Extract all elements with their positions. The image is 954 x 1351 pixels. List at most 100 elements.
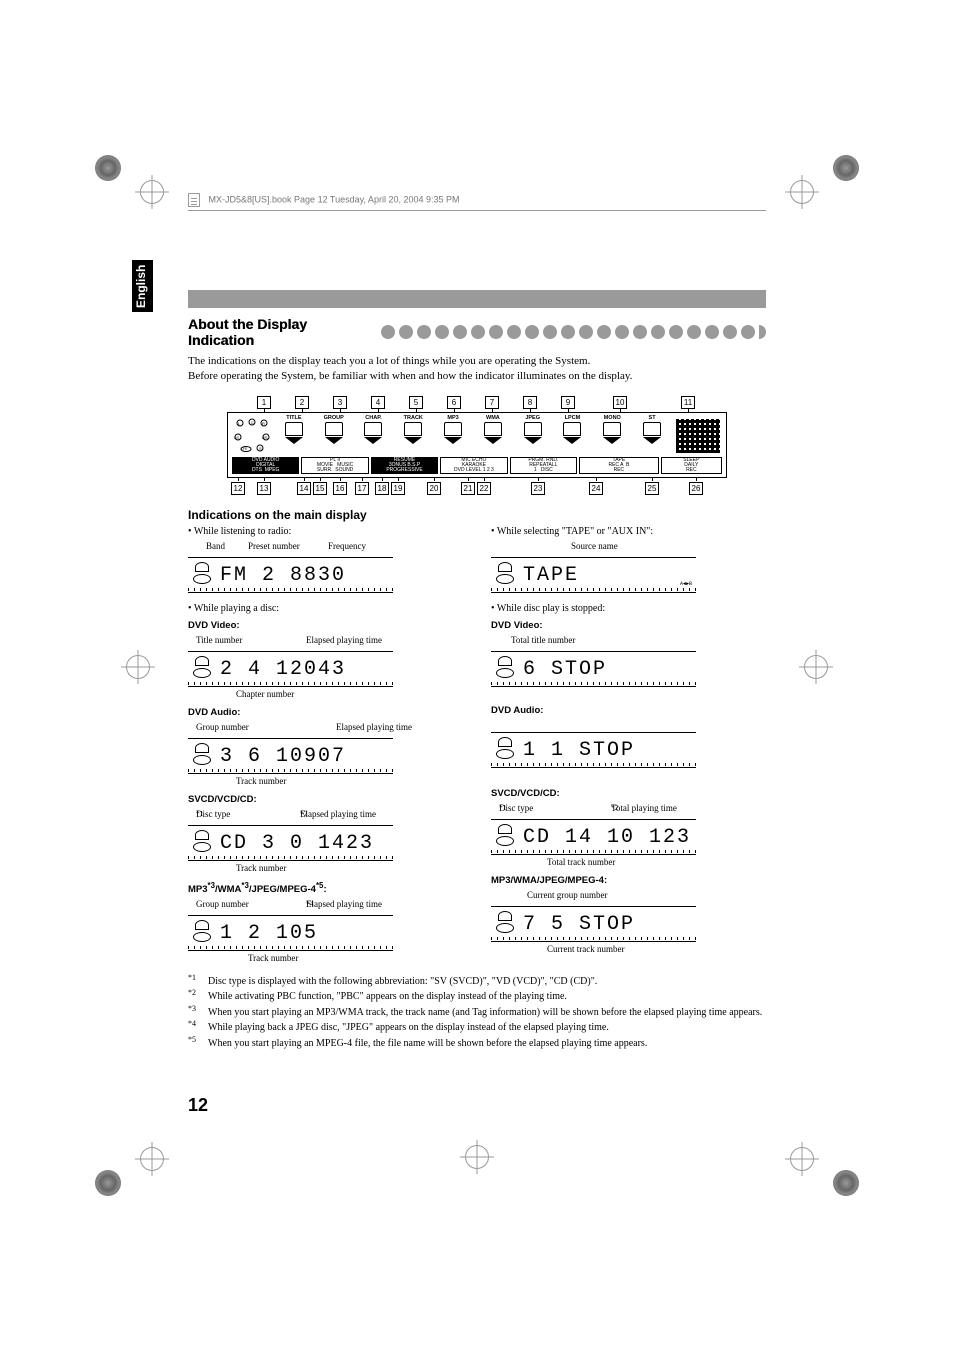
lcd-display: 2 4 12043 [188,651,393,687]
label: Track number [236,863,286,873]
annotation-row: Source name [491,541,766,555]
format-label: DVD Audio: [188,707,463,718]
label: Group number [196,899,249,909]
speaker-icon [191,741,217,771]
lcd-display: 1 2 105 [188,915,393,951]
callout-number: 13 [257,482,271,495]
bullet-item: • While disc play is stopped: [491,603,766,614]
display-text: TAPE [523,564,579,587]
callout-number: 20 [427,482,441,495]
left-column: • While listening to radio: Band Preset … [188,526,463,965]
display-text: 3 6 10907 [220,745,346,768]
footnote: *1Disc type is displayed with the follow… [188,975,766,989]
display-text: 7 5 STOP [523,913,635,936]
registration-mark-icon [140,1147,164,1171]
annotation-row: Band Preset number Frequency [188,541,463,555]
header-column: ST [632,415,672,444]
header-column: MONO [592,415,632,444]
label: Elapsed playing time [336,722,412,732]
lcd-display: 1 1 STOP [491,732,696,768]
bullet-item: • While listening to radio: [188,526,463,537]
label: Track number [236,776,286,786]
format-label: DVD Audio: [491,705,766,716]
callout-number: 23 [531,482,545,495]
divider [188,210,766,211]
decoration-dots [381,325,766,339]
label: Preset number [248,541,300,551]
callout-number: 11 [681,396,695,409]
speaker-icon [494,654,520,684]
header-column: TRACK [393,415,433,444]
callout-number: 10 [613,396,627,409]
label: Current group number [527,890,607,900]
label: Chapter number [236,689,294,699]
label: Source name [571,541,618,551]
annotation-row: Current track number [491,944,766,956]
doc-header-text: MX-JD5&8[US].book Page 12 Tuesday, April… [209,194,460,204]
label: Disc type*1 [499,803,507,816]
callout-number: 3 [333,396,347,409]
label: Disc type*1 [196,809,204,822]
format-label: SVCD/VCD/CD: [491,788,766,799]
svg-text:LS: LS [234,435,239,440]
language-tab: English [132,260,153,312]
label: Elapsed playing time*4 [306,899,314,912]
speaker-icon [191,654,217,684]
doc-header: MX-JD5&8[US].book Page 12 Tuesday, April… [188,193,460,207]
callout-number: 5 [409,396,423,409]
footnote: *4While playing back a JPEG disc, "JPEG"… [188,1021,766,1035]
right-column: • While selecting "TAPE" or "AUX IN": So… [491,526,766,965]
callout-number: 19 [391,482,405,495]
registration-mark-icon [790,180,814,204]
label: Total title number [511,635,575,645]
lcd-display: CD 3 0 1423 [188,825,393,861]
bullet-item: • While playing a disc: [188,603,463,614]
callout-number: 15 [313,482,327,495]
callout-number: 2 [295,396,309,409]
footnote: *5When you start playing an MPEG-4 file,… [188,1037,766,1051]
display-body: L C R LS RS LFE S TITLEGROUPCHAP.TRACKMP… [227,412,727,478]
subheading: Indications on the main display [188,508,766,522]
lcd-display: 3 6 10907 [188,738,393,774]
callout-number: 24 [589,482,603,495]
callout-number: 4 [371,396,385,409]
svg-text:R: R [262,421,265,426]
section-heading-row: About the Display Indication [188,316,766,348]
callout-number: 21 [461,482,475,495]
annotation-row: Total track number [491,857,766,869]
speaker-layout-icon: L C R LS RS LFE S [232,417,272,453]
indicator-badge: SLEEP DAILY REC [661,457,722,474]
crop-mark-icon [833,155,859,181]
svg-text:RS: RS [262,435,268,440]
display-panel-diagram: 1234567891011 L C R LS [227,396,727,494]
callout-number: 16 [333,482,347,495]
intro-line: The indications on the display teach you… [188,354,766,369]
two-column-layout: • While listening to radio: Band Preset … [188,526,766,965]
annotation-row: Group number Elapsed playing time*4 [188,899,463,913]
annotation-row: Chapter number [188,689,463,701]
annotation-row: Title number Elapsed playing time [188,635,463,649]
label: Current track number [547,944,624,954]
header-column: WMA [473,415,513,444]
display-text: 6 STOP [523,658,607,681]
speaker-icon [494,560,520,590]
format-label: MP3/WMA/JPEG/MPEG-4: [491,875,766,886]
format-label: DVD Video: [491,620,766,631]
crop-mark-icon [95,155,121,181]
registration-mark-icon [140,180,164,204]
callout-number: 18 [375,482,389,495]
indicator-badge: MIC ECHO KARAOKE DVD LEVEL 1 2 3 [440,457,507,474]
speaker-icon [494,909,520,939]
callout-row-bottom: 121314151617181920212223242526 [227,480,727,494]
indicator-badge: TAPE REC A B REC [579,457,659,474]
speaker-icon [494,735,520,765]
header-column: TITLE [274,415,314,444]
crop-mark-icon [95,1170,121,1196]
callout-number: 1 [257,396,271,409]
lcd-display: FM 2 8830 [188,557,393,593]
svg-text:L: L [238,421,241,426]
label: Group number [196,722,249,732]
bullet-item: • While selecting "TAPE" or "AUX IN": [491,526,766,537]
display-text: CD 14 10 123 [523,826,691,849]
footnotes: *1Disc type is displayed with the follow… [188,975,766,1051]
